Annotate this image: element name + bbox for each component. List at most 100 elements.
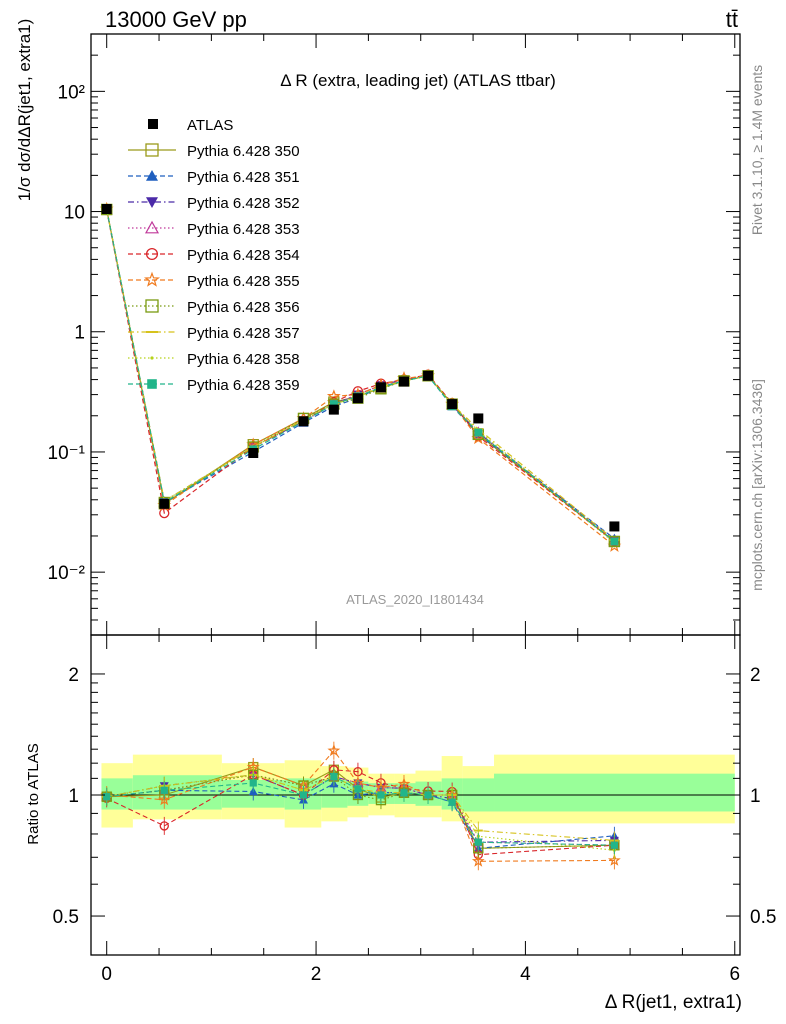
series-5-ratio-line: [106, 749, 615, 862]
ratio-y-tick-label-right-0: 0.5: [750, 907, 776, 928]
rivet-label: Rivet 3.1.10, ≥ 1.4M events: [749, 65, 765, 235]
legend-label-0: Pythia 6.428 350: [187, 143, 300, 160]
series-9-point-11: [610, 537, 619, 546]
atlas-point-6: [375, 382, 386, 393]
series-5-ratio-point-10: [471, 854, 485, 867]
x-tick-label-0: 0: [101, 964, 112, 985]
inner-band-11: [494, 773, 735, 812]
x-tick-label-2: 4: [520, 964, 531, 985]
series-9-ratio-point-10: [474, 838, 482, 846]
series-9-ratio-point-7: [400, 789, 408, 797]
ratio-y-tick-label-left-0: 0.5: [53, 907, 79, 928]
legend-entry-atlas: ATLAS: [148, 117, 233, 134]
atlas-point-0: [101, 204, 112, 215]
atlas-point-10: [473, 413, 484, 424]
atlas-point-11: [609, 521, 620, 532]
legend-entry-8: Pythia 6.428 358: [128, 351, 300, 368]
series-9-point-10: [474, 428, 483, 437]
legend-marker-3: [144, 220, 160, 234]
legend-marker-8: [150, 356, 154, 360]
y-axis-title-main: 1/σ dσ/dΔR(jet1, extra1): [15, 19, 34, 202]
legend-entry-1: Pythia 6.428 351: [128, 169, 300, 186]
header-left: 13000 GeV pp: [105, 7, 247, 32]
atlas-point-9: [447, 399, 458, 410]
inner-band-1: [132, 775, 222, 810]
legend-entry-7: Pythia 6.428 357: [128, 325, 300, 342]
series-9-ratio-point-9: [448, 798, 456, 806]
tick-labels: 0 2 4 6 10⁻² 10⁻¹ 1 10 10² 0.5 0.5 1 1 2 2: [48, 82, 777, 985]
series-9-ratio-point-0: [103, 793, 111, 801]
axis-ticks: [91, 33, 740, 955]
watermark: ATLAS_2020_I1801434: [346, 592, 484, 607]
atlas-data-layer: [101, 204, 620, 532]
ratio-y-tick-label-right-1: 1: [750, 786, 761, 807]
series-4-ratio-point-1: [159, 821, 169, 831]
series-0-ratio-line: [106, 766, 615, 849]
x-tick-label-1: 2: [311, 964, 322, 985]
series-5-line: [106, 208, 615, 547]
legend-label-6: Pythia 6.428 356: [187, 299, 300, 316]
series-1-ratio-line: [106, 783, 615, 849]
legend-entry-3: Pythia 6.428 353: [128, 220, 300, 238]
legend-marker-9: [147, 379, 157, 389]
legend-label-2: Pythia 6.428 352: [187, 195, 300, 212]
legend-entry-9: Pythia 6.428 359: [128, 377, 300, 394]
series-7-ratio-line: [106, 774, 615, 841]
series-9-ratio-point-3: [299, 791, 308, 799]
atlas-point-3: [298, 416, 309, 427]
legend-marker-1: [146, 170, 158, 181]
legend-marker-6: [145, 299, 159, 313]
legend-label-7: Pythia 6.428 357: [187, 325, 300, 342]
legend-marker-4: [145, 247, 159, 261]
series-5-ratio-point-1: [157, 793, 171, 806]
series-9-ratio-line: [106, 775, 615, 846]
series-5-ratio-point-11: [608, 853, 621, 866]
y-tick-label-4: 10²: [58, 82, 85, 103]
y-axis-title-ratio: Ratio to ATLAS: [25, 743, 42, 844]
x-tick-label-3: 6: [729, 964, 740, 985]
atlas-point-1: [159, 498, 170, 509]
legend-label-8: Pythia 6.428 358: [187, 351, 300, 368]
atlas-point-5: [352, 393, 363, 404]
series-9-ratio-point-4: [330, 773, 338, 781]
legend-marker-2: [146, 197, 158, 208]
atlas-point-4: [328, 404, 339, 415]
legend-entry-2: Pythia 6.428 352: [128, 195, 300, 212]
ratio-y-tick-label-right-2: 2: [750, 665, 761, 686]
atlas-point-2: [248, 448, 259, 459]
legend: ATLAS Pythia 6.428 350 Pythia 6.428 351 Pyt…: [128, 117, 300, 394]
x-axis-title: Δ R(jet1, extra1): [605, 992, 742, 1013]
series-9-ratio-point-11: [610, 841, 618, 849]
legend-label-5: Pythia 6.428 355: [187, 273, 300, 290]
series-9-ratio-point-1: [160, 786, 168, 794]
series-5-ratio-point-4: [327, 743, 341, 757]
legend-atlas-label: ATLAS: [187, 117, 233, 134]
main-title: Δ R (extra, leading jet) (ATLAS ttbar): [280, 71, 556, 90]
legend-label-9: Pythia 6.428 359: [187, 377, 300, 394]
series-6-point-11: [608, 535, 621, 548]
series-9-line: [106, 209, 615, 542]
series-9-ratio-point-2: [249, 779, 257, 787]
legend-label-3: Pythia 6.428 353: [187, 221, 300, 238]
ratio-y-tick-label-left-2: 2: [68, 665, 79, 686]
series-9-point-4: [329, 400, 338, 409]
series-9-ratio-point-8: [424, 791, 432, 799]
legend-label-4: Pythia 6.428 354: [187, 247, 300, 264]
series-9-ratio-point-6: [377, 791, 385, 799]
ratio-y-tick-label-left-1: 1: [68, 786, 79, 807]
header-right: tt̄: [726, 7, 738, 32]
legend-marker-0: [145, 143, 159, 157]
mcplots-label: mcplots.cern.ch [arXiv:1306.3436]: [749, 379, 765, 591]
legend-entry-4: Pythia 6.428 354: [128, 247, 300, 264]
legend-label-1: Pythia 6.428 351: [187, 169, 300, 186]
legend-atlas-marker: [148, 119, 158, 129]
series-9-ratio-point-5: [354, 785, 362, 793]
series-6-ratio-line: [106, 774, 615, 849]
y-tick-label-0: 10⁻²: [48, 563, 86, 584]
legend-entry-5: Pythia 6.428 355: [128, 271, 300, 290]
legend-entry-0: Pythia 6.428 350: [128, 143, 300, 160]
y-tick-label-2: 1: [74, 323, 85, 344]
legend-entry-6: Pythia 6.428 356: [128, 299, 300, 316]
